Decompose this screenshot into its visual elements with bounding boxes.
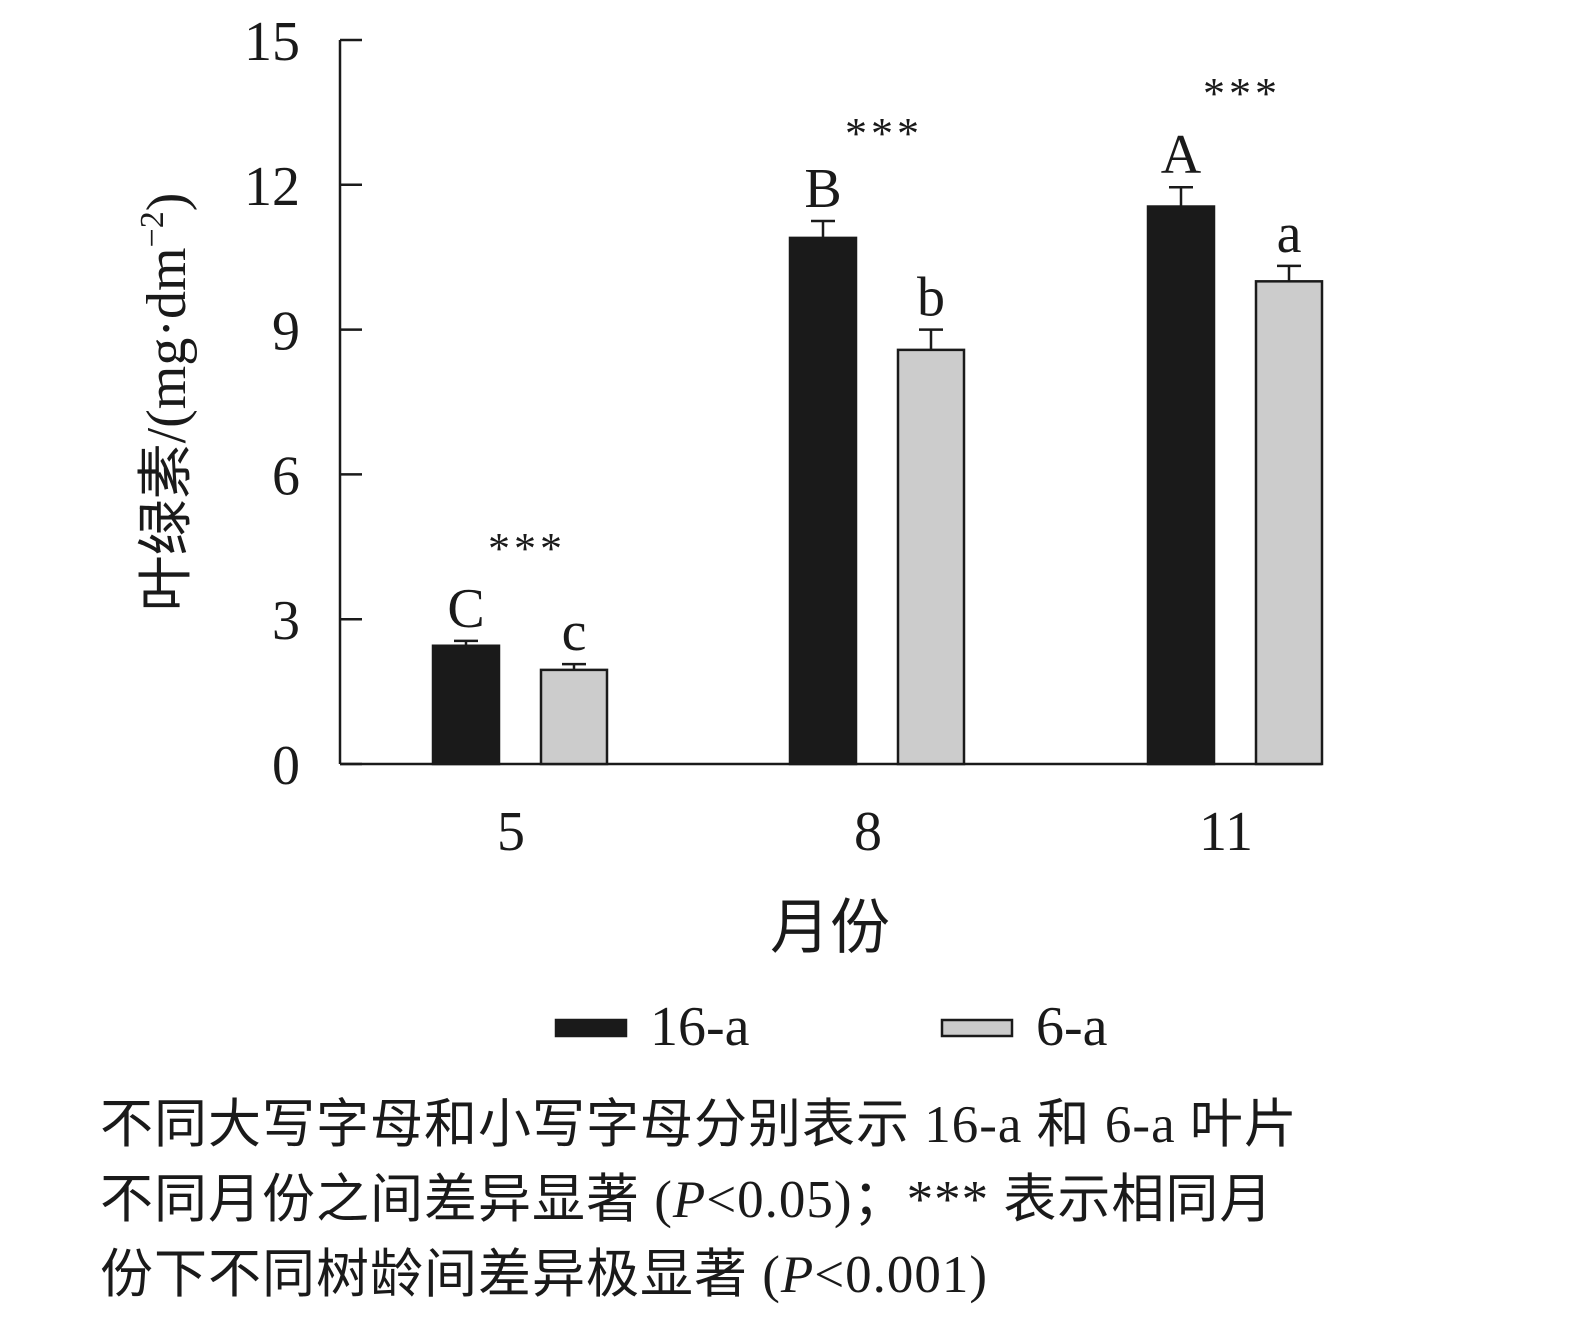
x-tick-label: 8 xyxy=(854,801,882,863)
legend-swatch xyxy=(940,1018,1014,1038)
x-axis-title: 月份 xyxy=(770,895,890,961)
bar xyxy=(539,668,609,766)
axes: 0 3 6 9 12 15 5 8 11 月份 叶绿素/(mg·dm−2) xyxy=(134,11,1322,961)
y-axis-title-close: ) xyxy=(136,193,198,212)
y-tick-label: 12 xyxy=(244,156,300,218)
legend-label: 16-a xyxy=(650,996,750,1058)
caption-line-3: 份下不同树龄间差异极显著 (P<0.001) xyxy=(100,1238,1500,1313)
significance-letter: c xyxy=(562,601,587,663)
chart: 0 3 6 9 12 15 5 8 11 月份 叶绿素/(mg·dm−2) C B Ac b a *** ***… xyxy=(134,11,1324,1058)
legend: 16-a 6-a xyxy=(554,996,1108,1058)
significance-letter: B xyxy=(804,158,841,220)
caption-line-1-text: 不同大写字母和小写字母分别表示 16-a 和 6-a 叶片 xyxy=(100,1096,1298,1154)
caption-line-3-part-b: <0.001) xyxy=(814,1246,989,1304)
y-axis-title: 叶绿素/(mg·dm−2) xyxy=(134,193,198,612)
chart-labels: C B Ac b a *** *** *** xyxy=(447,69,1301,663)
legend-swatch xyxy=(554,1018,628,1038)
legend-label: 6-a xyxy=(1036,996,1108,1058)
caption-line-3-p: P xyxy=(780,1246,815,1304)
x-tick-label: 11 xyxy=(1199,801,1253,863)
significance-letter: A xyxy=(1161,124,1202,186)
bar xyxy=(431,644,501,766)
bar xyxy=(896,348,966,766)
caption-line-2: 不同月份之间差异显著 (P<0.05)；*** 表示相同月 xyxy=(100,1163,1500,1238)
y-tick-label: 9 xyxy=(272,301,300,363)
y-tick-label: 0 xyxy=(272,735,300,797)
y-tick-label: 3 xyxy=(272,590,300,652)
significance-letter: a xyxy=(1277,203,1302,265)
bars xyxy=(431,185,1324,766)
bar xyxy=(788,236,858,766)
caption-line-2-p: P xyxy=(672,1171,707,1229)
caption-line-2-part-b: <0.05)；*** 表示相同月 xyxy=(706,1171,1274,1229)
bar xyxy=(1146,205,1216,766)
bar xyxy=(1254,280,1324,766)
group-significance-stars: *** xyxy=(845,109,923,158)
y-axis-title-sup: −2 xyxy=(134,211,171,247)
caption-line-2-part-a: 不同月份之间差异显著 ( xyxy=(100,1171,673,1229)
significance-letter: C xyxy=(447,578,484,640)
caption-line-3-part-a: 份下不同树龄间差异极显著 ( xyxy=(100,1246,781,1304)
group-significance-stars: *** xyxy=(488,524,566,573)
figure-caption: 不同大写字母和小写字母分别表示 16-a 和 6-a 叶片 不同月份之间差异显著… xyxy=(100,1088,1500,1313)
y-tick-label: 15 xyxy=(244,11,300,73)
y-tick-label: 6 xyxy=(272,445,300,507)
significance-letter: b xyxy=(917,267,945,329)
y-axis-title-main: 叶绿素/(mg·dm xyxy=(136,247,198,611)
caption-line-1: 不同大写字母和小写字母分别表示 16-a 和 6-a 叶片 xyxy=(100,1088,1500,1163)
group-significance-stars: *** xyxy=(1203,69,1281,118)
x-tick-label: 5 xyxy=(497,801,525,863)
